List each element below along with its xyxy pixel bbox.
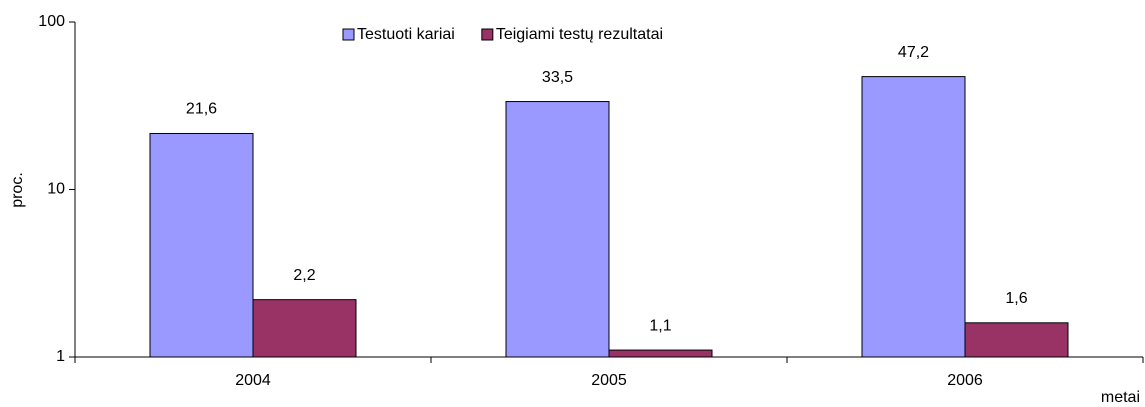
y-axis-label: proc. [9, 172, 26, 208]
y-tick-label: 1 [56, 348, 65, 365]
data-label: 21,6 [186, 101, 217, 118]
data-label: 47,2 [898, 44, 929, 61]
bar [505, 101, 610, 358]
x-tick-label: 2005 [591, 372, 627, 389]
legend-swatch [342, 28, 355, 41]
bar [964, 322, 1069, 358]
y-tick-label: 10 [47, 181, 65, 198]
bar [608, 349, 713, 358]
legend-swatch [481, 28, 494, 41]
legend-label: Teigiami testų rezultatai [496, 26, 663, 43]
bar [861, 76, 966, 358]
legend-label: Testuoti kariai [357, 26, 455, 43]
data-label: 1,1 [649, 317, 671, 334]
y-tick-label: 100 [38, 13, 65, 30]
data-label: 33,5 [542, 69, 573, 86]
x-tick-label: 2004 [235, 372, 271, 389]
bar [252, 299, 357, 358]
data-label: 1,6 [1005, 290, 1027, 307]
bar [149, 132, 254, 358]
x-axis-label: metai [1101, 389, 1140, 406]
x-tick-label: 2006 [947, 372, 983, 389]
data-label: 2,2 [293, 267, 315, 284]
